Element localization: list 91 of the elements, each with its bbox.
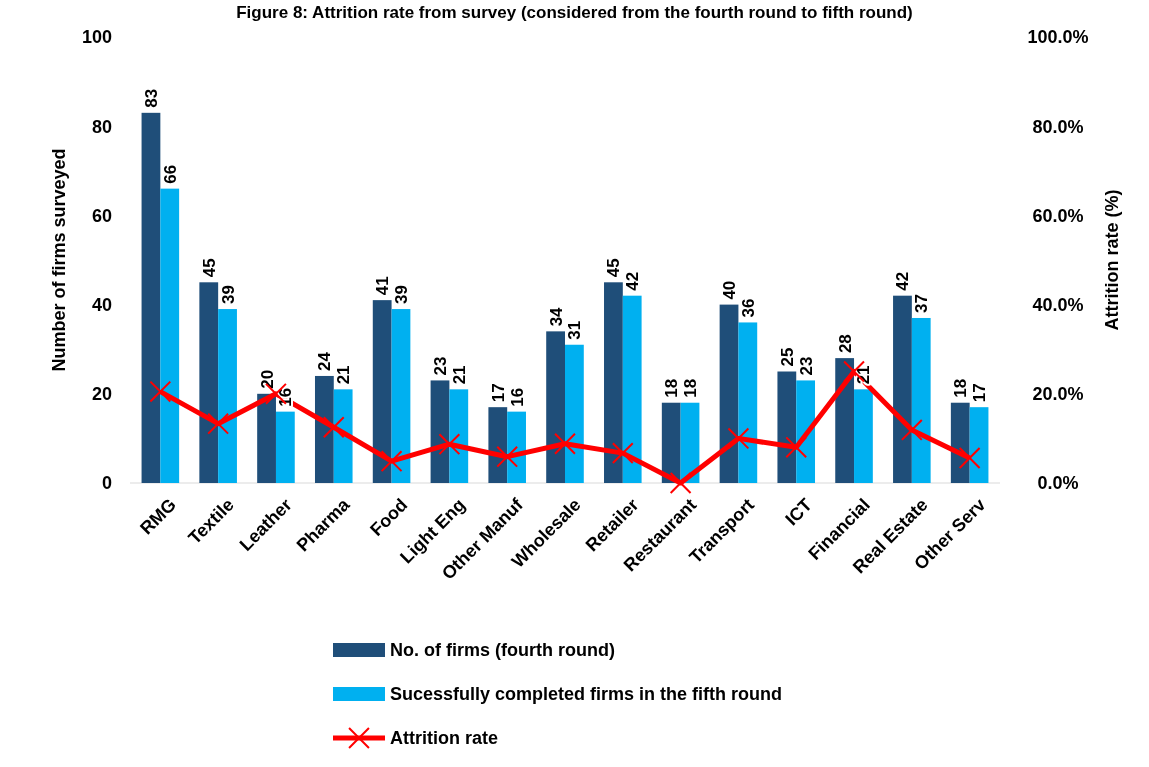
data-label: 24 bbox=[315, 351, 335, 371]
bar bbox=[893, 295, 912, 483]
y2-tick-label: 20.0% bbox=[1032, 384, 1084, 405]
data-label: 37 bbox=[912, 294, 932, 313]
bar bbox=[854, 389, 873, 483]
y2-tick-label: 80.0% bbox=[1032, 116, 1084, 137]
bar bbox=[950, 402, 970, 483]
y-tick-label: 0 bbox=[101, 473, 112, 494]
legend-label: Sucessfully completed firms in the fifth round bbox=[390, 684, 783, 705]
y2-tick-label: 40.0% bbox=[1032, 294, 1084, 315]
bar bbox=[333, 389, 353, 483]
y2-tick-label: 60.0% bbox=[1032, 205, 1084, 226]
bar bbox=[199, 282, 219, 483]
bar bbox=[738, 322, 758, 483]
data-label: 31 bbox=[565, 320, 585, 340]
point bbox=[322, 416, 345, 439]
data-label: 17 bbox=[488, 383, 508, 403]
data-label: 34 bbox=[546, 306, 566, 327]
point bbox=[611, 442, 634, 465]
data-label: 42 bbox=[623, 271, 643, 291]
y-tick-label: 40 bbox=[91, 294, 112, 315]
bar bbox=[372, 300, 392, 483]
bar bbox=[911, 317, 931, 483]
data-label: 42 bbox=[893, 271, 913, 291]
point bbox=[380, 450, 403, 473]
bar bbox=[565, 344, 584, 483]
point bbox=[438, 433, 461, 456]
x-tick-label: ICT bbox=[781, 494, 816, 530]
data-label: 25 bbox=[777, 347, 797, 367]
bar bbox=[796, 380, 816, 483]
data-label: 23 bbox=[430, 356, 450, 376]
data-label: 45 bbox=[199, 258, 219, 278]
point bbox=[900, 418, 923, 441]
data-label: 66 bbox=[160, 164, 180, 184]
point bbox=[496, 445, 519, 468]
bar bbox=[661, 402, 681, 483]
bar bbox=[275, 411, 295, 483]
bar bbox=[546, 331, 565, 483]
y-tick-label: 20 bbox=[91, 384, 112, 405]
legend-label: Attrition rate bbox=[390, 728, 498, 749]
y-tick-label: 80 bbox=[91, 116, 112, 137]
data-label: 20 bbox=[257, 369, 277, 389]
bar bbox=[604, 282, 623, 483]
bar bbox=[969, 407, 989, 483]
bar bbox=[160, 188, 180, 483]
data-label: 41 bbox=[373, 276, 393, 296]
bar bbox=[257, 393, 276, 483]
bar bbox=[622, 295, 642, 483]
point bbox=[785, 436, 808, 459]
point bbox=[727, 427, 750, 450]
data-label: 21 bbox=[449, 365, 469, 385]
data-label: 28 bbox=[835, 334, 855, 354]
data-label: 39 bbox=[218, 285, 238, 305]
bar bbox=[719, 304, 739, 483]
bar bbox=[314, 375, 334, 483]
data-label: 45 bbox=[604, 258, 624, 278]
point bbox=[207, 412, 230, 435]
data-label: 16 bbox=[276, 387, 296, 407]
data-label: 18 bbox=[951, 378, 971, 398]
point bbox=[554, 432, 576, 455]
data-label: 17 bbox=[970, 383, 990, 403]
point bbox=[149, 380, 172, 403]
data-label: 83 bbox=[141, 88, 161, 108]
point bbox=[958, 447, 981, 469]
bar bbox=[488, 407, 508, 483]
point bbox=[669, 472, 692, 494]
data-label: 21 bbox=[854, 365, 874, 385]
data-label: 16 bbox=[507, 387, 527, 407]
data-label: 21 bbox=[334, 365, 354, 385]
bar bbox=[777, 371, 797, 483]
chart-title: Figure 8: Attrition rate from survey (considered from the fourth round to fifth round) bbox=[236, 3, 913, 22]
data-label: 36 bbox=[738, 298, 758, 318]
y2-tick-label: 100.0% bbox=[1027, 27, 1089, 48]
legend-label: No. of firms (fourth round) bbox=[390, 640, 615, 661]
bar bbox=[507, 411, 526, 483]
y-axis-title: Number of firms surveyed bbox=[49, 148, 69, 372]
y2-tick-label: 0.0% bbox=[1037, 473, 1079, 494]
bar bbox=[218, 309, 237, 483]
bar bbox=[430, 380, 450, 483]
data-label: 40 bbox=[720, 280, 740, 300]
bar bbox=[835, 358, 855, 483]
data-label: 18 bbox=[662, 378, 682, 398]
bar bbox=[449, 389, 469, 483]
y-tick-label: 100 bbox=[81, 27, 112, 48]
data-label: 18 bbox=[681, 378, 701, 398]
bar bbox=[391, 309, 411, 483]
y-tick-label: 60 bbox=[91, 205, 112, 226]
bar bbox=[141, 112, 161, 483]
data-label: 39 bbox=[391, 285, 411, 305]
y2-axis-title: Attrition rate (%) bbox=[1102, 189, 1122, 331]
data-label: 23 bbox=[796, 356, 816, 376]
